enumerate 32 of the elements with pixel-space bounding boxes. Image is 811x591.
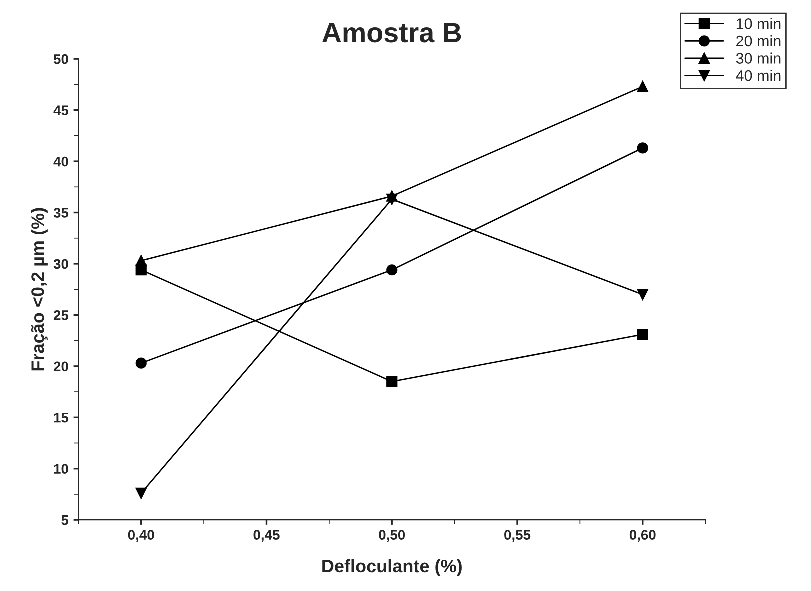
y-tick-label: 45 [54,106,69,116]
point [637,329,648,340]
point [386,194,398,205]
chart-title: Amostra B [322,23,462,43]
y-tick-label: 5 [62,516,69,526]
point [637,289,648,300]
point [637,81,648,92]
x-tick-label: 0,40 [128,530,154,542]
y-tick-label: 35 [54,208,69,218]
point [386,376,398,388]
y-tick-label: 30 [54,259,68,270]
y-tick-label: 25 [54,310,69,320]
legend-label: 20 min [736,35,781,47]
y-tick-label: 10 [54,464,68,474]
y-tick-label: 40 [54,156,68,167]
x-tick-label: 0,50 [379,530,406,542]
point [136,358,147,369]
point [637,142,648,154]
point [136,255,147,266]
legend-label: 10 min [736,18,781,30]
x-tick-label: 0,45 [254,530,280,542]
y-axis-title: Fração <0,2 µm (%) [31,208,48,371]
point [136,488,147,499]
x-axis-title: Defloculante (%) [322,559,462,576]
y-tick-label: 20 [54,362,68,372]
legend-label: 30 min [736,52,781,64]
legend-label: 40 min [736,70,781,82]
x-tick-label: 0,55 [504,530,531,542]
y-tick-label: 15 [54,413,69,423]
x-tick-label: 0,60 [630,530,656,542]
y-tick-label: 50 [54,54,68,64]
point [386,264,398,276]
